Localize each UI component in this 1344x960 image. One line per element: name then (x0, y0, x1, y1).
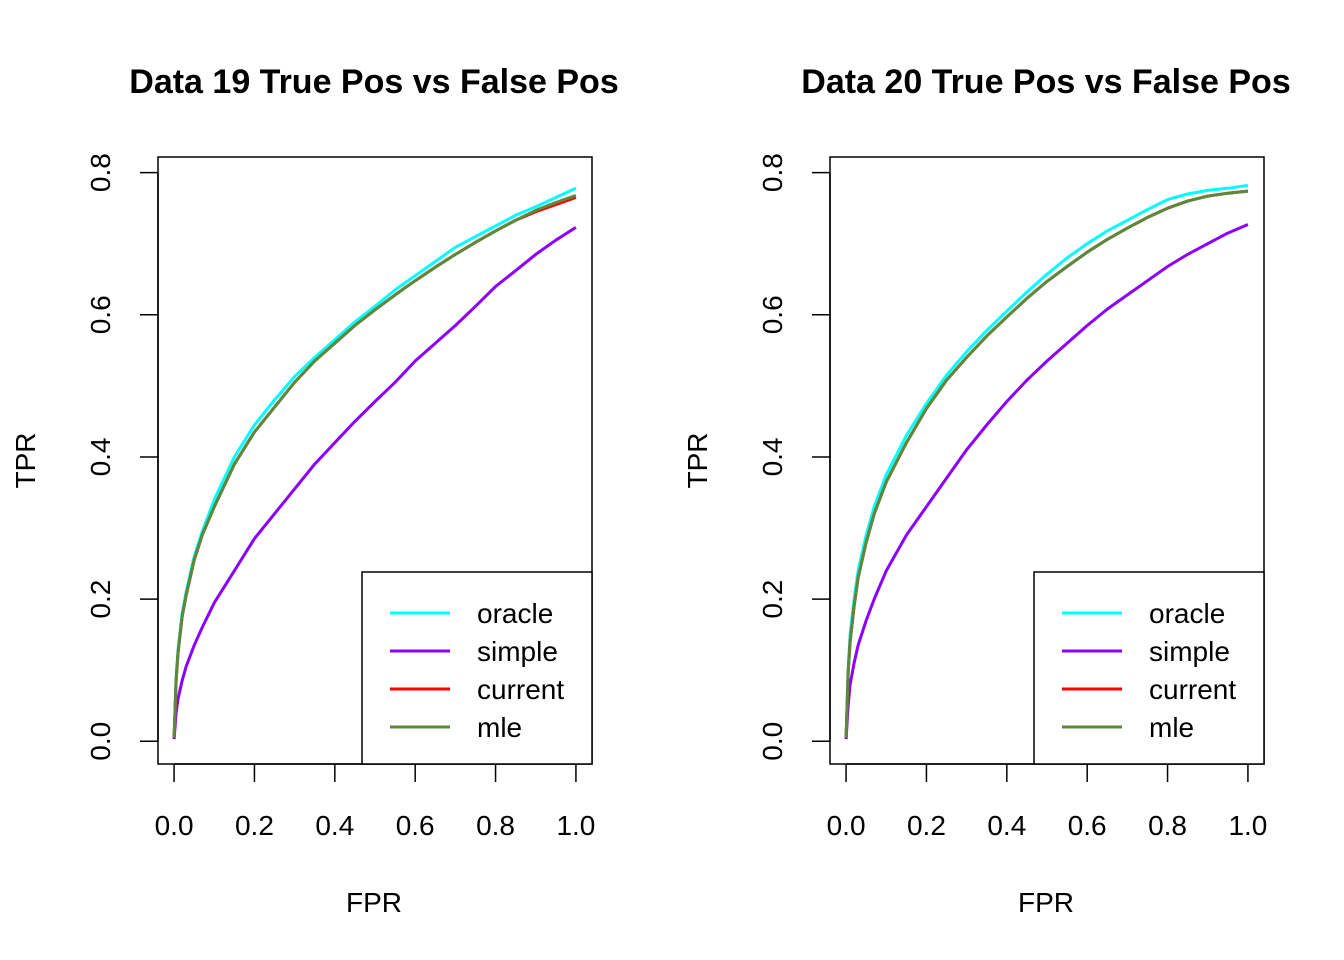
x-tick-label: 0.6 (396, 810, 435, 841)
legend-label: current (477, 674, 564, 705)
x-tick-label: 0.8 (476, 810, 515, 841)
x-axis-label: FPR (346, 887, 402, 918)
chart-title: Data 20 True Pos vs False Pos (801, 63, 1290, 101)
x-tick-label: 0.4 (315, 810, 354, 841)
y-tick-label: 0.4 (85, 437, 116, 476)
legend-item-oracle: oracle (1062, 598, 1225, 629)
legend-item-simple: simple (1062, 636, 1230, 667)
legend-label: mle (1149, 712, 1194, 743)
x-tick-label: 0.2 (235, 810, 274, 841)
legend: oracle simple current mle (361, 571, 593, 765)
legend-item-current: current (390, 674, 564, 705)
legend-label: simple (1149, 636, 1230, 667)
x-tick-label: 0.4 (987, 810, 1026, 841)
x-tick-label: 0.2 (907, 810, 946, 841)
legend-item-current: current (1062, 674, 1236, 705)
y-axis-label: TPR (10, 433, 41, 489)
legend-label: current (1149, 674, 1236, 705)
legend-item-mle: mle (390, 712, 522, 743)
legend-label: oracle (477, 598, 553, 629)
y-tick-label: 0.4 (757, 437, 788, 476)
y-tick-label: 0.0 (85, 722, 116, 761)
x-tick-label: 1.0 (1228, 810, 1267, 841)
legend-label: mle (477, 712, 522, 743)
legend-label: simple (477, 636, 558, 667)
x-tick-label: 1.0 (556, 810, 595, 841)
x-tick-label: 0.8 (1148, 810, 1187, 841)
legend-label: oracle (1149, 598, 1225, 629)
series-line-simple (844, 223, 1249, 740)
series-lines (844, 183, 1249, 740)
legend-box (361, 571, 593, 765)
series-line-mle (172, 193, 577, 738)
chart-title: Data 19 True Pos vs False Pos (129, 63, 618, 101)
x-tick-label: 0.6 (1068, 810, 1107, 841)
y-axis-label: TPR (682, 433, 713, 489)
series-line-simple (172, 226, 577, 740)
x-tick-label: 0.0 (155, 810, 194, 841)
y-axis: 0.0 0.2 0.4 0.6 0.8 (757, 153, 831, 761)
series-line-oracle (844, 183, 1249, 738)
y-tick-label: 0.2 (85, 580, 116, 619)
x-axis: 0.0 0.2 0.4 0.6 0.8 1.0 (827, 763, 1267, 841)
y-tick-label: 0.6 (85, 295, 116, 334)
legend-item-mle: mle (1062, 712, 1194, 743)
series-line-mle (844, 189, 1249, 738)
legend-item-simple: simple (390, 636, 558, 667)
y-tick-label: 0.8 (757, 153, 788, 192)
x-axis: 0.0 0.2 0.4 0.6 0.8 1.0 (155, 763, 595, 841)
x-tick-label: 0.0 (827, 810, 866, 841)
y-tick-label: 0.6 (757, 295, 788, 334)
y-tick-label: 0.0 (757, 722, 788, 761)
legend: oracle simple current mle (1033, 571, 1265, 765)
legend-box (1033, 571, 1265, 765)
series-lines (172, 186, 577, 740)
y-tick-label: 0.8 (85, 153, 116, 192)
x-axis-label: FPR (1018, 887, 1074, 918)
y-axis: 0.0 0.2 0.4 0.6 0.8 (85, 153, 159, 761)
y-tick-label: 0.2 (757, 580, 788, 619)
legend-item-oracle: oracle (390, 598, 553, 629)
